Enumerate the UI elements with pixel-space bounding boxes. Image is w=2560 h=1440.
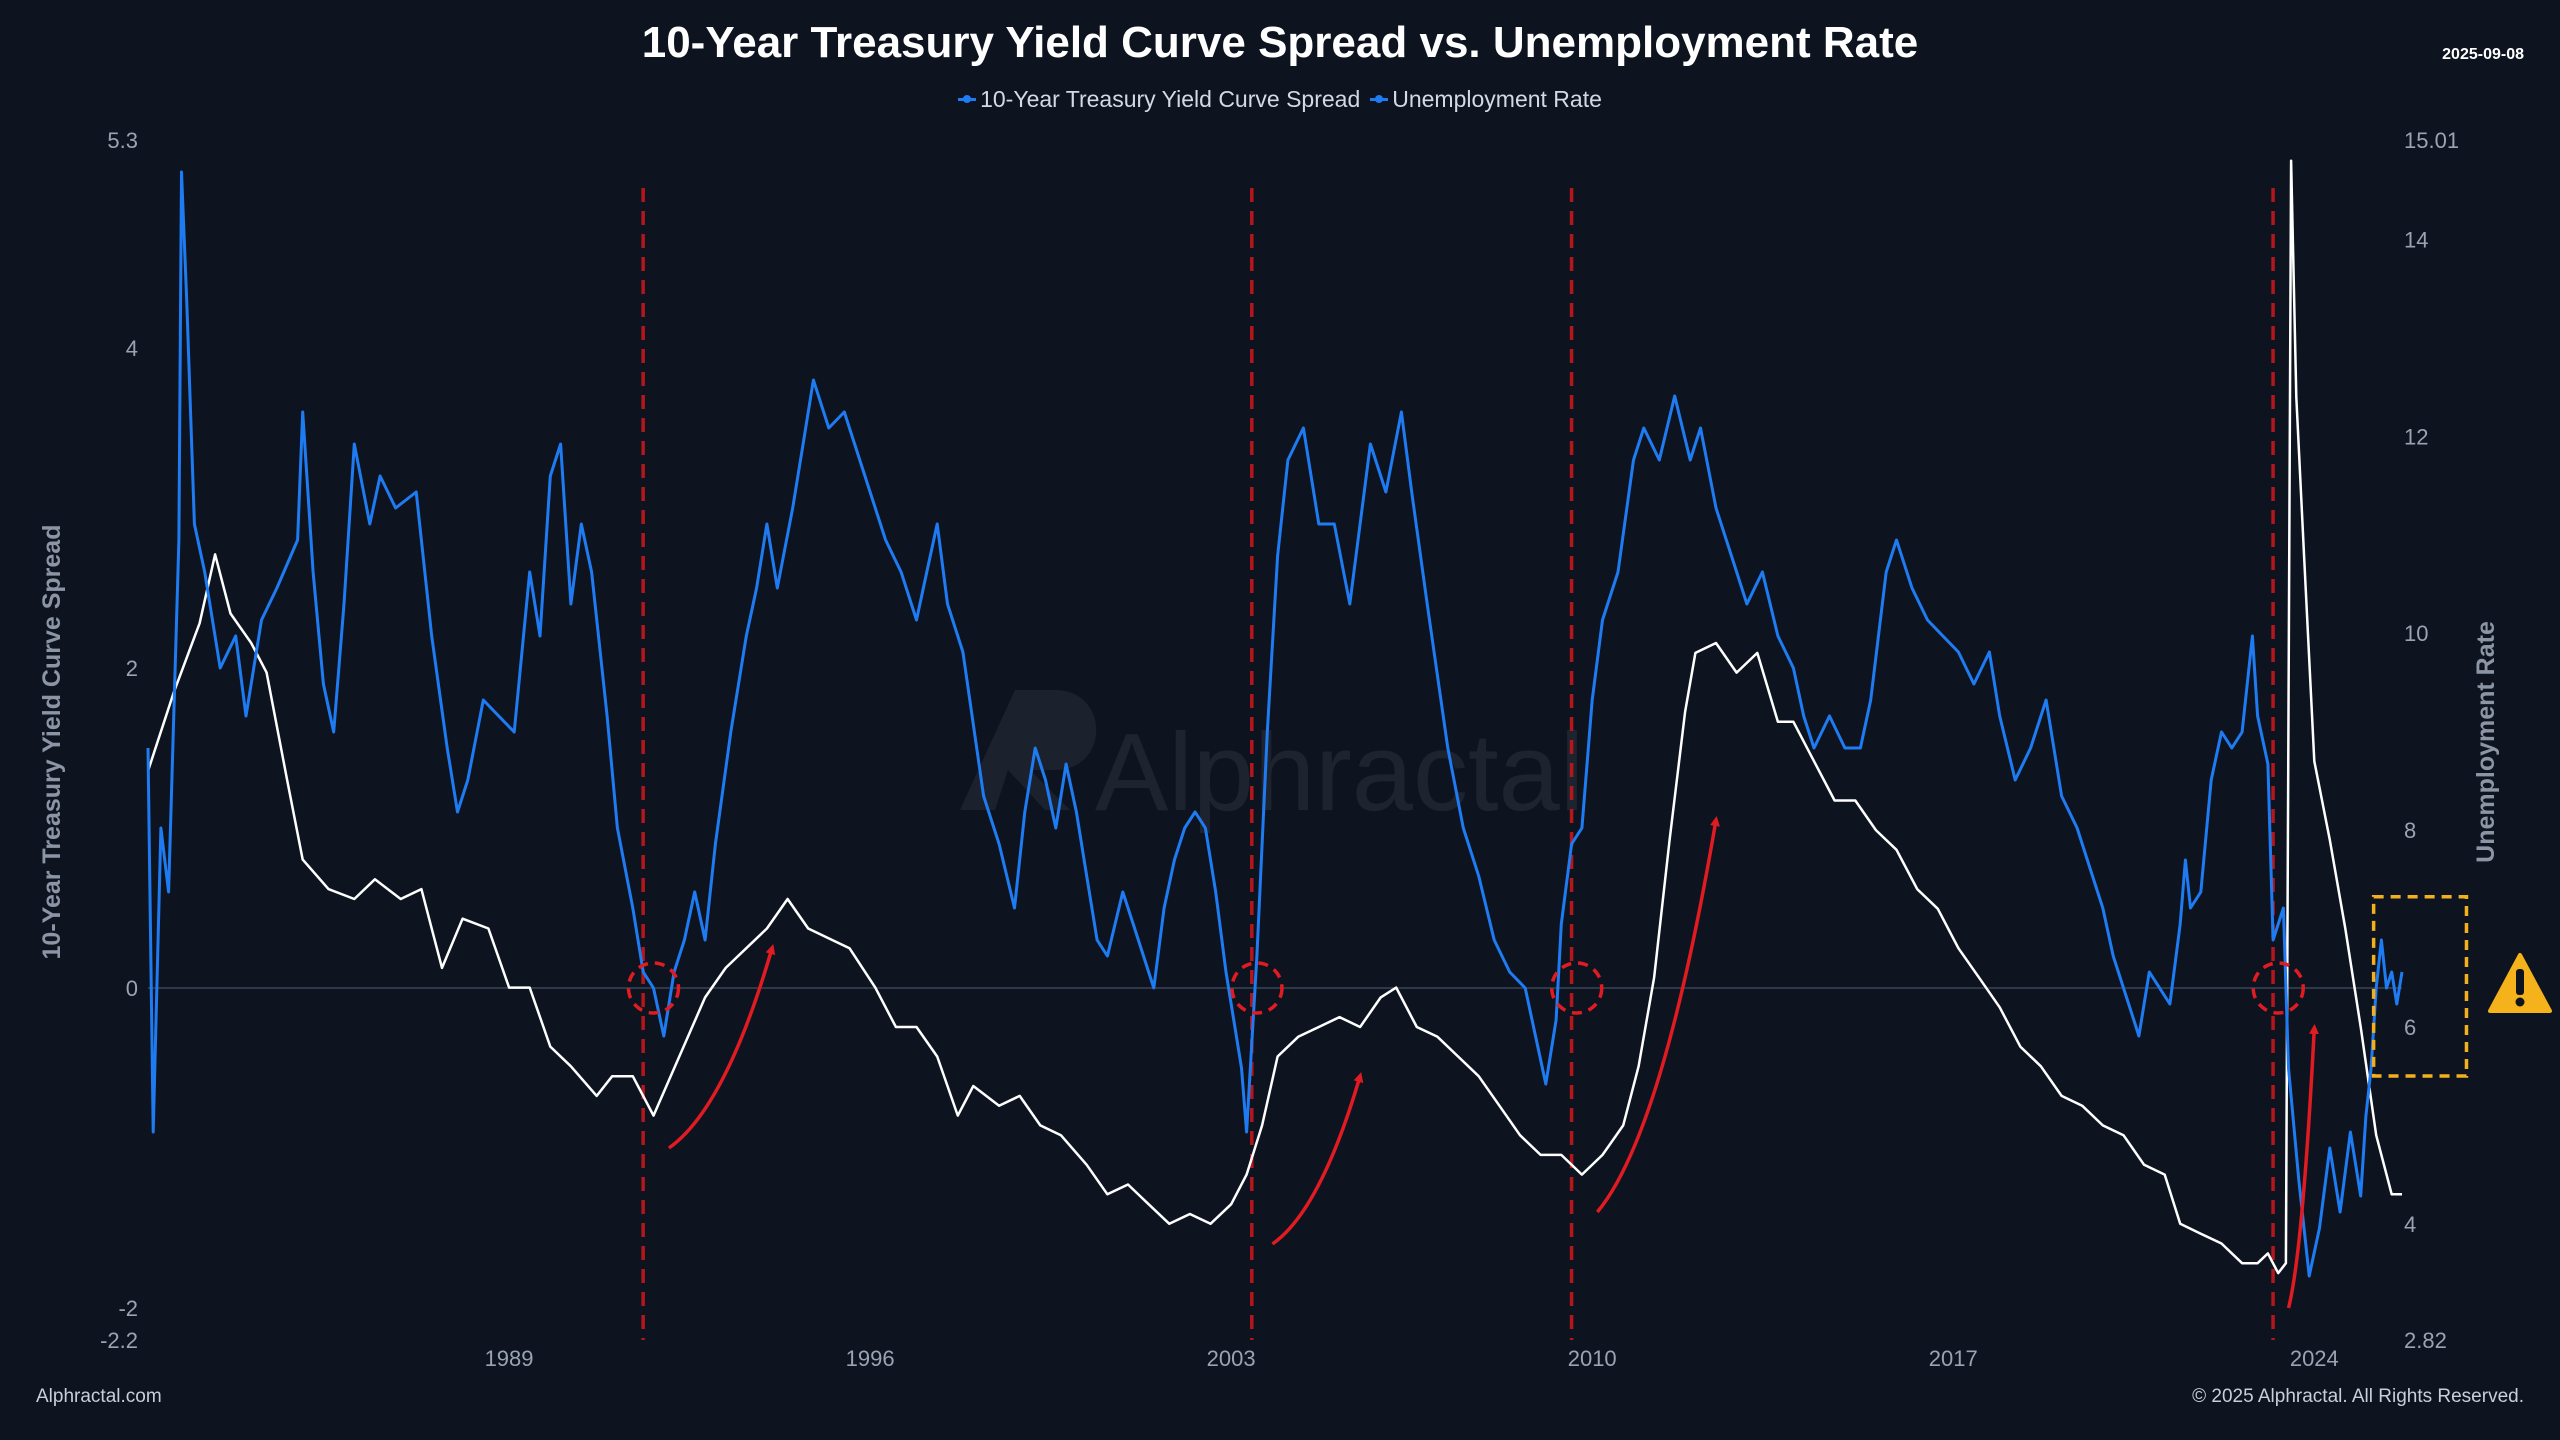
- x-tick-label: 1989: [485, 1346, 534, 1371]
- annotation-arrow: [1596, 816, 1720, 1214]
- series-line-unemployment: [146, 159, 2402, 1275]
- footer-copyright: © 2025 Alphractal. All Rights Reserved.: [2192, 1386, 2524, 1407]
- y-right-tick-label: 14: [2404, 227, 2428, 252]
- footer-site[interactable]: Alphractal.com: [36, 1386, 162, 1407]
- x-tick-label: 2003: [1207, 1346, 1256, 1371]
- y-right-tick-label: 8: [2404, 818, 2416, 843]
- y-right-tick-label: 2.82: [2404, 1328, 2447, 1353]
- y-left-tick-label: 2: [126, 656, 138, 681]
- watermark: Alphractal: [960, 690, 1584, 834]
- annotation-arrow: [667, 944, 776, 1150]
- x-tick-label: 2017: [1929, 1346, 1978, 1371]
- y-right-tick-label: 4: [2404, 1212, 2416, 1237]
- y-right-tick-label: 6: [2404, 1015, 2416, 1040]
- annotation-arrow: [2286, 1024, 2320, 1309]
- x-tick-label: 2010: [1568, 1346, 1617, 1371]
- y-left-tick-label: -2.2: [100, 1328, 138, 1353]
- y-right-tick-label: 15.01: [2404, 128, 2459, 153]
- legend-label-unemployment: Unemployment Rate: [1392, 86, 1602, 112]
- chart-title: 10-Year Treasury Yield Curve Spread vs. …: [641, 18, 1919, 67]
- legend-swatch-spread: [958, 95, 977, 103]
- annotation-circle: [626, 961, 681, 1015]
- legend-swatch-unemployment: [1370, 95, 1389, 103]
- legend-item-spread[interactable]: 10-Year Treasury Yield Curve Spread: [958, 86, 1360, 113]
- y-axis-right-title: Unemployment Rate: [2472, 621, 2500, 863]
- y-right-tick-label: 12: [2404, 424, 2428, 449]
- y-right-tick-label: 10: [2404, 621, 2428, 646]
- annotation-circle: [2251, 961, 2305, 1015]
- y-axis-left-title: 10-Year Treasury Yield Curve Spread: [38, 525, 66, 960]
- legend: 10-Year Treasury Yield Curve Spread Unem…: [0, 86, 2560, 113]
- y-left-tick-label: 5.3: [107, 128, 138, 153]
- warning-triangle-icon: [2488, 953, 2552, 1013]
- annotation-arrow: [1271, 1072, 1364, 1246]
- watermark-text: Alphractal: [1095, 711, 1584, 834]
- x-tick-label: 1996: [846, 1346, 895, 1371]
- annotation-circle: [1549, 961, 1604, 1015]
- y-left-tick-label: 4: [126, 336, 138, 361]
- y-left-tick-label: 0: [126, 976, 138, 1001]
- legend-item-unemployment[interactable]: Unemployment Rate: [1370, 86, 1602, 113]
- x-tick-label: 2024: [2290, 1346, 2339, 1371]
- date-stamp: 2025-09-08: [2442, 46, 2524, 63]
- y-left-tick-label: -2: [118, 1296, 138, 1321]
- annotation-circle: [1230, 961, 1284, 1015]
- legend-label-spread: 10-Year Treasury Yield Curve Spread: [980, 86, 1361, 112]
- series-line-spread: [146, 170, 2404, 1278]
- alphractal-logo-icon: [960, 690, 1097, 810]
